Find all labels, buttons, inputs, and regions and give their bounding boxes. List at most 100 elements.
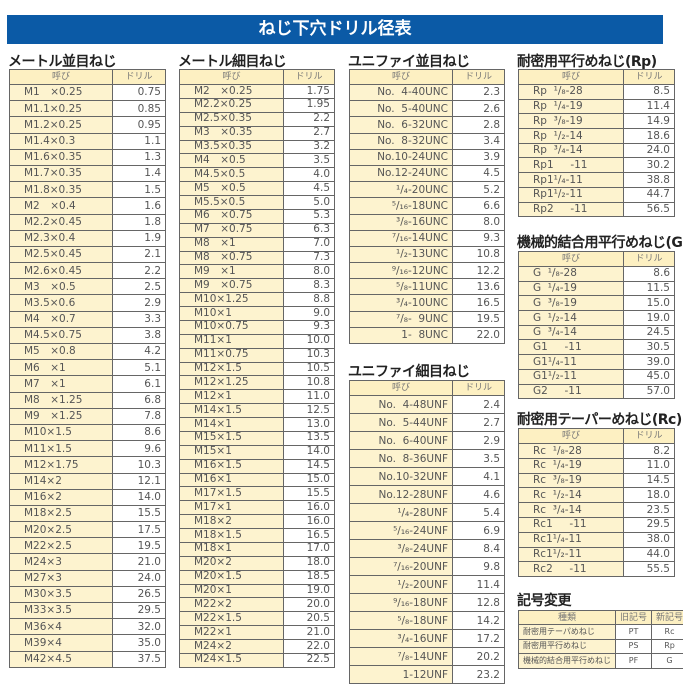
drill-size-cell: 18.0	[624, 488, 675, 503]
nominal-size-cell: M12×1.75	[10, 457, 113, 473]
drill-size-cell: 4.6	[453, 486, 505, 504]
drill-size-cell: 2.8	[453, 117, 505, 133]
nominal-size-cell: M24×1.5	[180, 653, 284, 667]
nominal-size-cell: G2 -11	[519, 384, 624, 399]
drill-size-cell: 21.0	[113, 554, 166, 570]
nominal-size-cell: No. 5-44UNF	[350, 414, 453, 432]
drill-size-cell: 8.8	[284, 293, 335, 307]
nominal-size-cell: M20×2.5	[10, 522, 113, 538]
nominal-size-cell: ¹/₄-28UNF	[350, 504, 453, 522]
nominal-size-cell: M2.2×0.45	[10, 214, 113, 230]
drill-size-cell: 2.5	[113, 279, 166, 295]
drill-size-cell: 3.2	[284, 140, 335, 154]
drill-size-cell: 10.3	[284, 348, 335, 362]
nominal-size-cell: No.10-32UNF	[350, 468, 453, 486]
drill-size-cell: 10.8	[284, 376, 335, 390]
nominal-size-cell: ⁷/₁₆-20UNF	[350, 558, 453, 576]
column-header: 呼び	[519, 252, 624, 267]
nominal-size-cell: ¹/₄-20UNC	[350, 182, 453, 198]
nominal-size-cell: M7 ×0.75	[180, 223, 284, 237]
nominal-size-cell: M42×4.5	[10, 651, 113, 667]
drill-size-cell: 38.0	[624, 532, 675, 547]
drill-size-cell: 4.5	[453, 165, 505, 181]
column-header: ドリル	[624, 70, 675, 85]
drill-size-cell: 20.2	[453, 648, 505, 666]
drill-size-cell: 7.8	[113, 408, 166, 424]
drill-size-cell: 11.5	[624, 281, 675, 296]
nominal-size-cell: M8 ×0.75	[180, 251, 284, 265]
drill-size-cell: 21.0	[284, 626, 335, 640]
drill-size-cell: 19.0	[624, 311, 675, 326]
nominal-size-cell: M16×2	[10, 489, 113, 505]
drill-size-cell: 45.0	[624, 369, 675, 384]
nominal-size-cell: ⁵/₈-18UNF	[350, 612, 453, 630]
column-header: ドリル	[624, 429, 675, 444]
drill-size-cell: 12.1	[113, 473, 166, 489]
drill-size-cell: 9.3	[453, 230, 505, 246]
drill-size-cell: 14.2	[453, 612, 505, 630]
nominal-size-cell: 1- 8UNC	[350, 327, 453, 343]
drill-size-cell: 9.3	[284, 320, 335, 334]
drill-size-cell: 15.5	[113, 505, 166, 521]
rc-title: 耐密用テーパーめねじ(Rc)	[517, 409, 682, 429]
drill-size-cell: 6.8	[113, 392, 166, 408]
nominal-size-cell: M20×2	[180, 556, 284, 570]
header-row: 呼びドリル	[519, 429, 675, 444]
nominal-size-cell: M10×0.75	[180, 320, 284, 334]
nominal-size-cell: G ³/₈-19	[519, 296, 624, 311]
nominal-size-cell: M2 ×0.4	[10, 198, 113, 214]
drill-size-cell: 16.5	[284, 529, 335, 543]
nominal-size-cell: G1¹/₂-11	[519, 369, 624, 384]
nominal-size-cell: M2.3×0.4	[10, 230, 113, 246]
drill-size-cell: 8.6	[113, 424, 166, 440]
nominal-size-cell: No.12-24UNC	[350, 165, 453, 181]
nominal-size-cell: Rc ¹/₂-14	[519, 488, 624, 503]
symbol-cell: PT	[616, 625, 652, 640]
drill-size-cell: 1.1	[113, 133, 166, 149]
drill-size-cell: 1.6	[113, 198, 166, 214]
drill-size-cell: 16.0	[284, 515, 335, 529]
symbol-cell: PS	[616, 639, 652, 654]
header-row: 呼びドリル	[350, 70, 505, 85]
nominal-size-cell: M16×1	[180, 473, 284, 487]
nominal-size-cell: M1.4×0.3	[10, 133, 113, 149]
drill-size-cell: 4.2	[113, 344, 166, 360]
drill-size-cell: 1.8	[113, 214, 166, 230]
drill-size-cell: 20.5	[284, 612, 335, 626]
symbol-cell: Rp	[652, 639, 683, 654]
nominal-size-cell: Rc ¹/₄-19	[519, 458, 624, 473]
